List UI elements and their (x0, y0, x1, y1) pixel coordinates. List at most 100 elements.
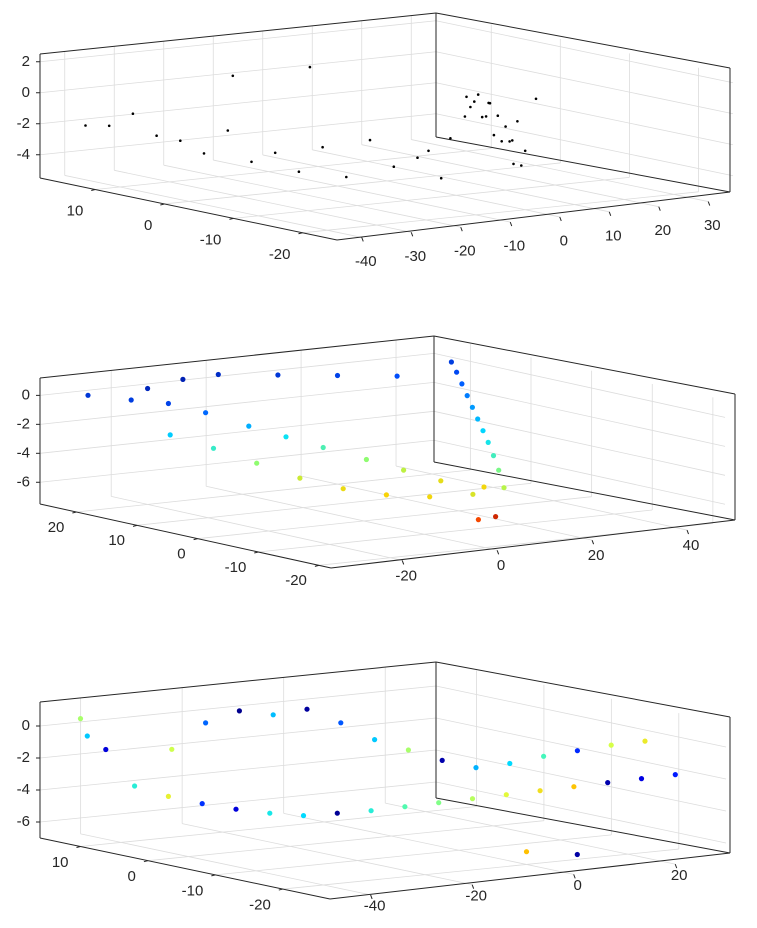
z-tick-label: -6 (17, 473, 30, 490)
x-tick-label: 40 (683, 537, 700, 554)
data-point (469, 404, 475, 410)
point-cloud (77, 706, 678, 858)
data-point (85, 392, 91, 398)
z-tick-label: -6 (17, 813, 30, 830)
grid-line (395, 465, 688, 531)
x-tick-mark (591, 539, 595, 545)
grid-line (411, 139, 709, 202)
data-point (270, 712, 276, 718)
y-tick-mark (278, 888, 283, 891)
grid-line (433, 381, 726, 447)
x-tick-label: -20 (454, 243, 476, 260)
grid-line (215, 834, 612, 876)
y-tick-label: 10 (108, 532, 125, 549)
grid-line (147, 820, 544, 862)
axes-box (39, 335, 736, 569)
grid-line (435, 20, 734, 84)
data-point (128, 397, 134, 403)
subplot-3: -40 -20 0 20 -20 -10 0 10 0 -2 -4 -6 (17, 661, 731, 915)
y-tick-mark (143, 860, 149, 863)
data-point (334, 372, 341, 379)
data-point (297, 475, 303, 481)
data-point (469, 796, 476, 802)
x-tick-label: -40 (355, 253, 377, 270)
y-tick-mark (72, 511, 77, 514)
grid-line (197, 496, 592, 540)
data-point (464, 393, 470, 399)
data-point (469, 105, 472, 109)
x-tick-mark (559, 216, 562, 222)
data-point (165, 400, 171, 407)
grid-line (164, 162, 561, 205)
grid-line (95, 148, 492, 190)
data-point (470, 491, 476, 497)
data-point (210, 445, 217, 451)
data-point (233, 806, 239, 812)
x-tick-mark (707, 201, 711, 206)
data-point (246, 423, 252, 429)
data-point (523, 849, 530, 855)
data-point (132, 783, 138, 789)
data-point (439, 176, 443, 180)
box-edge (39, 12, 437, 55)
grid-line (233, 176, 630, 219)
data-point (167, 432, 173, 438)
x-tick-mark (460, 227, 463, 232)
y-tick-label: 0 (177, 546, 185, 563)
data-point (485, 439, 491, 445)
data-point (368, 138, 372, 142)
data-point (427, 494, 433, 500)
y-tick-label: 0 (144, 217, 152, 234)
data-point (503, 792, 509, 798)
x-tick-label: 0 (560, 232, 568, 249)
y-tick-mark (193, 538, 198, 541)
grid-line (433, 352, 726, 418)
grid-line (312, 149, 610, 213)
box-edge (39, 837, 331, 900)
data-point (308, 65, 312, 69)
box-edge (433, 461, 736, 521)
y-tick-label: -10 (200, 232, 222, 249)
x-tick-mark (509, 221, 513, 227)
y-tick-label: -10 (182, 882, 204, 899)
data-point (508, 140, 511, 143)
data-point (383, 492, 389, 498)
data-point (405, 747, 411, 753)
y-tick-label: 0 (128, 868, 136, 885)
grid-line (361, 144, 659, 208)
x-tick-label: -30 (404, 248, 426, 265)
data-point (504, 125, 507, 128)
x-tick-label: 0 (497, 557, 505, 574)
data-point (226, 129, 230, 132)
data-point (488, 101, 492, 105)
grid-line (136, 482, 532, 526)
grid-line (39, 749, 437, 791)
y-tick-label: -20 (249, 897, 271, 914)
grid-line (302, 191, 699, 234)
y-tick-mark (91, 189, 96, 192)
grid-line (111, 496, 403, 561)
data-point (523, 149, 527, 153)
data-point (300, 813, 307, 819)
data-point (155, 134, 158, 137)
y-tick-mark (211, 874, 216, 877)
y-tick-mark (132, 524, 138, 527)
data-point (275, 372, 281, 378)
box-edge (435, 12, 731, 69)
data-point (454, 369, 460, 375)
y-tick-label: 20 (48, 519, 65, 536)
y-tick-mark (254, 551, 259, 554)
data-point (507, 760, 513, 767)
y-tick-label: 10 (52, 854, 69, 871)
x-tick-label: -20 (465, 887, 487, 904)
data-point (368, 808, 374, 814)
box-edge (330, 519, 736, 569)
data-point (493, 514, 499, 520)
data-point (484, 115, 488, 118)
grid-line (80, 806, 477, 847)
data-point (605, 780, 611, 786)
data-point (345, 175, 348, 179)
data-point (199, 801, 205, 807)
data-point (516, 120, 519, 123)
